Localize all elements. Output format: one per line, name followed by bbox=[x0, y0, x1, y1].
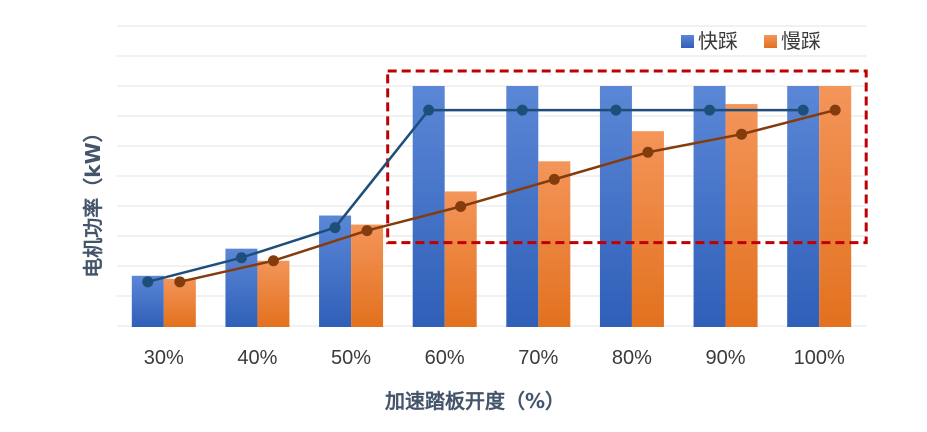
point-slow bbox=[174, 276, 186, 288]
x-tick-label: 90% bbox=[706, 347, 746, 369]
lines bbox=[142, 104, 841, 288]
point-slow bbox=[267, 255, 279, 267]
bar-slow bbox=[257, 260, 290, 327]
x-tick-label: 80% bbox=[612, 347, 652, 369]
legend-label-slow: 慢踩 bbox=[781, 29, 821, 53]
y-axis-title: 电机功率（kW） bbox=[81, 122, 105, 277]
bar-slow bbox=[538, 161, 571, 327]
point-fast bbox=[142, 276, 154, 288]
bar-slow bbox=[819, 86, 852, 327]
x-tick-label: 40% bbox=[237, 347, 277, 369]
point-fast bbox=[235, 252, 247, 264]
line-fast bbox=[147, 108, 804, 284]
x-tick-label: 70% bbox=[518, 347, 558, 369]
point-fast bbox=[797, 104, 809, 116]
bar-fast bbox=[412, 86, 445, 327]
legend: 快踩 慢踩 bbox=[681, 29, 821, 53]
highlight-box bbox=[386, 69, 868, 245]
bar-fast bbox=[599, 86, 632, 327]
x-tick-label: 60% bbox=[425, 347, 465, 369]
x-axis-title: 加速踏板开度（%） bbox=[384, 389, 565, 413]
bar-slow bbox=[444, 191, 477, 327]
legend-swatch-fast bbox=[681, 35, 694, 48]
point-fast bbox=[704, 104, 716, 116]
x-tick-label: 100% bbox=[794, 347, 845, 369]
bar-fast bbox=[506, 86, 539, 327]
point-fast bbox=[423, 104, 435, 116]
line-slow bbox=[179, 108, 836, 284]
bar-fast bbox=[693, 86, 726, 327]
x-tick-label: 30% bbox=[144, 347, 184, 369]
legend-label-fast: 快踩 bbox=[698, 29, 738, 53]
bar-fast bbox=[787, 86, 820, 327]
point-fast bbox=[610, 104, 622, 116]
point-fast bbox=[329, 222, 341, 234]
highlight-box-layer bbox=[386, 69, 868, 245]
point-fast bbox=[516, 104, 528, 116]
point-slow bbox=[361, 225, 373, 237]
point-slow bbox=[548, 173, 560, 185]
bar-slow bbox=[725, 104, 758, 327]
x-tick-label: 50% bbox=[331, 347, 371, 369]
bars bbox=[131, 86, 852, 327]
point-slow bbox=[642, 146, 654, 158]
bar-fast bbox=[319, 215, 352, 327]
point-slow bbox=[736, 128, 748, 140]
x-tick-labels: 30% 40% 50% 60% 70% 80% 90% 100% bbox=[144, 347, 845, 369]
legend-swatch-slow bbox=[764, 35, 777, 48]
bar-slow bbox=[631, 131, 664, 327]
point-slow bbox=[455, 201, 467, 212]
bar-slow bbox=[351, 224, 384, 327]
point-slow bbox=[829, 104, 841, 116]
